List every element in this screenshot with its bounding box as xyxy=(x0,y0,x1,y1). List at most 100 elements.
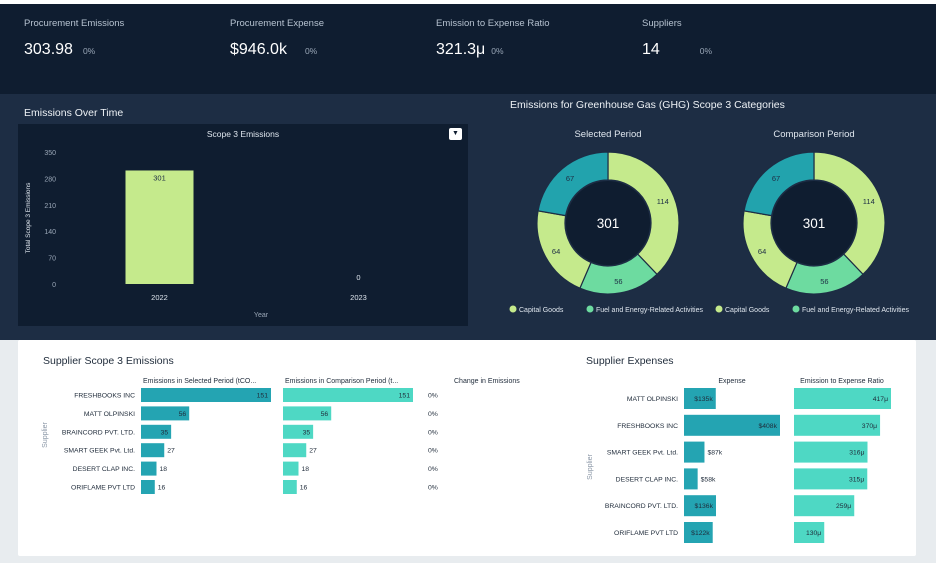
ghg-section-title: Emissions for Greenhouse Gas (GHG) Scope… xyxy=(510,99,785,111)
donut-slice-label: 114 xyxy=(863,197,875,206)
bar xyxy=(283,443,307,458)
bar-data-label: 370μ xyxy=(862,423,877,430)
bar-data-label: 56 xyxy=(321,411,329,418)
y-tick-label: 280 xyxy=(44,176,56,183)
donut-slice xyxy=(607,151,680,276)
supplier-label: BRAINCORD PVT. LTD. xyxy=(605,503,678,510)
bar xyxy=(283,406,332,421)
bar xyxy=(283,480,297,494)
kpi-label: Emission to Expense Ratio xyxy=(436,18,550,29)
change-label: 0% xyxy=(428,393,438,400)
change-label: 0% xyxy=(428,429,438,436)
supplier-expenses-chart: Expense Emission to Expense Ratio Supplier… xyxy=(587,378,891,543)
supplier-label: ORIFLAME PVT LTD xyxy=(71,485,135,492)
bar xyxy=(283,461,299,476)
change-label: 0% xyxy=(428,411,438,418)
bar-data-label: $58k xyxy=(701,476,716,483)
chart-title: Scope 3 Emissions xyxy=(207,129,279,139)
bar-data-label: $87k xyxy=(707,450,722,457)
bar xyxy=(125,170,194,284)
bar xyxy=(684,441,705,463)
bar-data-label: 259μ xyxy=(836,503,851,510)
y-tick-label: 210 xyxy=(44,203,56,210)
bar-data-label: $408k xyxy=(758,423,777,430)
donut-hole xyxy=(772,181,856,265)
supplier-panel xyxy=(18,340,916,556)
bar-data-label: 0 xyxy=(356,273,360,282)
donut-slice-label: 64 xyxy=(758,247,766,256)
donut-slice-label: 56 xyxy=(820,277,828,286)
kpi-procurement-expense: Procurement Expense $946.0k 0% xyxy=(230,18,324,59)
supplier-label: FRESHBOOKS INC xyxy=(617,423,678,430)
change-label: 0% xyxy=(428,466,438,473)
supplier-label: SMART GEEK Pvt. Ltd. xyxy=(64,448,135,455)
bar-data-label: 417μ xyxy=(873,396,888,403)
legend-label: Fuel and Energy-Related Activities xyxy=(802,307,909,314)
supplier-label: BRAINCORD PVT. LTD. xyxy=(62,429,135,436)
kpi-label: Procurement Emissions xyxy=(24,18,125,29)
bar xyxy=(684,468,698,490)
donut-title: Selected Period xyxy=(574,129,641,140)
bar-data-label: 18 xyxy=(301,466,309,473)
bar xyxy=(794,468,868,490)
kpi-value: 321.3μ xyxy=(436,41,486,58)
y-axis-label: Supplier xyxy=(587,453,594,479)
kpi-header: Procurement Emissions 303.98 0% Procureme… xyxy=(0,0,936,94)
supplier-emissions-chart: Emissions in Selected Period (tCO... Emis… xyxy=(42,378,520,494)
supplier-emissions-title: Supplier Scope 3 Emissions xyxy=(43,355,174,367)
legend-label: Capital Goods xyxy=(725,307,770,314)
supplier-label: SMART GEEK Pvt. Ltd. xyxy=(607,450,678,457)
column-header: Emissions in Comparison Period (t... xyxy=(285,378,398,385)
bar xyxy=(141,388,271,402)
bar-data-label: 16 xyxy=(158,485,166,492)
donut-slice-label: 56 xyxy=(614,277,622,286)
bar xyxy=(684,522,713,543)
bar xyxy=(141,480,155,494)
bar xyxy=(141,461,157,476)
kpi-change: 0% xyxy=(304,46,318,56)
kpi-change: 0% xyxy=(82,46,96,56)
legend-marker xyxy=(509,305,517,313)
bar-data-label: 27 xyxy=(309,448,317,455)
bar-data-label: $135k xyxy=(694,396,713,403)
kpi-label: Procurement Expense xyxy=(230,18,324,29)
bar-data-label: 151 xyxy=(399,393,411,400)
bar-data-label: $122k xyxy=(691,530,710,537)
column-header: Emissions in Selected Period (tCO... xyxy=(143,378,256,385)
bar-data-label: 27 xyxy=(167,448,175,455)
bar xyxy=(684,495,716,517)
kpi-suppliers: Suppliers 14 0% xyxy=(642,18,712,59)
emissions-over-time-title: Emissions Over Time xyxy=(24,107,124,119)
bar xyxy=(141,424,172,439)
donut-slice-label: 67 xyxy=(772,174,780,183)
column-header: Expense xyxy=(718,378,745,385)
bar-data-label: 130μ xyxy=(806,530,821,537)
supplier-label: DESERT CLAP INC. xyxy=(73,466,135,473)
y-tick-label: 70 xyxy=(48,256,56,263)
bar xyxy=(684,414,780,436)
supplier-label: MATT OLPINSKI xyxy=(84,411,135,418)
bar xyxy=(794,522,825,543)
bar xyxy=(794,414,881,436)
bar-data-label: 56 xyxy=(179,411,187,418)
change-label: 0% xyxy=(428,485,438,492)
bar xyxy=(794,388,891,409)
donut-slice-label: 64 xyxy=(552,247,560,256)
bar xyxy=(794,495,855,517)
bar-data-label: 35 xyxy=(303,429,311,436)
bar xyxy=(141,406,190,421)
donut-slice xyxy=(537,151,609,217)
donut-slice-label: 114 xyxy=(657,197,669,206)
y-axis-label: Supplier xyxy=(42,421,49,447)
supplier-label: FRESHBOOKS INC xyxy=(74,393,135,400)
supplier-label: DESERT CLAP INC. xyxy=(616,476,678,483)
donut-hole xyxy=(566,181,650,265)
donut-slice xyxy=(813,151,886,276)
kpi-value: 303.98 xyxy=(24,41,73,58)
chevron-down-icon[interactable]: ▼ xyxy=(449,128,462,140)
donut-center-label: 301 xyxy=(597,216,620,231)
bar xyxy=(141,443,165,458)
scope3-chart-panel: ▼ Scope 3 Emissions 0 70 140 210 280 350 Total … xyxy=(18,124,468,326)
x-tick-label: 2022 xyxy=(151,293,168,302)
supplier-expenses-title: Supplier Expenses xyxy=(586,355,674,367)
